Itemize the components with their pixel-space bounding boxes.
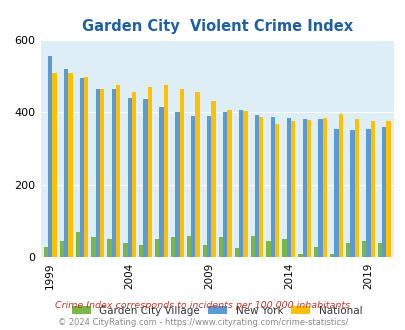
Bar: [243, 111, 247, 257]
Bar: [186, 236, 191, 257]
Bar: [52, 73, 56, 257]
Bar: [111, 89, 116, 257]
Bar: [139, 245, 143, 257]
Bar: [100, 89, 104, 257]
Bar: [234, 248, 238, 257]
Bar: [345, 243, 350, 257]
Bar: [44, 247, 48, 257]
Bar: [75, 232, 80, 257]
Bar: [127, 98, 132, 257]
Bar: [132, 92, 136, 257]
Bar: [202, 245, 207, 257]
Bar: [274, 124, 279, 257]
Text: © 2024 CityRating.com - https://www.cityrating.com/crime-statistics/: © 2024 CityRating.com - https://www.city…: [58, 318, 347, 327]
Bar: [365, 128, 370, 257]
Bar: [281, 239, 286, 257]
Bar: [334, 128, 338, 257]
Bar: [258, 117, 263, 257]
Bar: [195, 92, 199, 257]
Bar: [80, 78, 84, 257]
Bar: [286, 118, 290, 257]
Bar: [222, 112, 227, 257]
Bar: [254, 115, 258, 257]
Bar: [175, 112, 179, 257]
Bar: [96, 89, 100, 257]
Bar: [370, 121, 374, 257]
Bar: [48, 56, 52, 257]
Bar: [91, 238, 96, 257]
Bar: [266, 241, 270, 257]
Bar: [377, 243, 381, 257]
Bar: [381, 127, 386, 257]
Bar: [123, 243, 127, 257]
Bar: [147, 87, 152, 257]
Bar: [338, 114, 342, 257]
Bar: [354, 119, 358, 257]
Bar: [179, 89, 183, 257]
Bar: [84, 77, 88, 257]
Bar: [107, 239, 111, 257]
Text: Crime Index corresponds to incidents per 100,000 inhabitants: Crime Index corresponds to incidents per…: [55, 301, 350, 310]
Bar: [227, 110, 231, 257]
Bar: [313, 247, 318, 257]
Bar: [386, 121, 390, 257]
Bar: [207, 116, 211, 257]
Bar: [302, 119, 306, 257]
Bar: [322, 118, 326, 257]
Bar: [163, 85, 168, 257]
Bar: [68, 73, 72, 257]
Bar: [250, 236, 254, 257]
Bar: [143, 100, 147, 257]
Bar: [270, 116, 274, 257]
Bar: [329, 254, 334, 257]
Bar: [159, 107, 163, 257]
Bar: [64, 69, 68, 257]
Bar: [298, 254, 302, 257]
Bar: [318, 119, 322, 257]
Bar: [218, 238, 222, 257]
Bar: [290, 121, 294, 257]
Bar: [211, 101, 215, 257]
Title: Garden City  Violent Crime Index: Garden City Violent Crime Index: [81, 19, 352, 34]
Bar: [171, 238, 175, 257]
Bar: [350, 130, 354, 257]
Bar: [238, 110, 243, 257]
Bar: [155, 239, 159, 257]
Bar: [361, 241, 365, 257]
Bar: [60, 241, 64, 257]
Bar: [191, 116, 195, 257]
Bar: [116, 85, 120, 257]
Legend: Garden City Village, New York, National: Garden City Village, New York, National: [68, 302, 365, 320]
Bar: [306, 120, 310, 257]
